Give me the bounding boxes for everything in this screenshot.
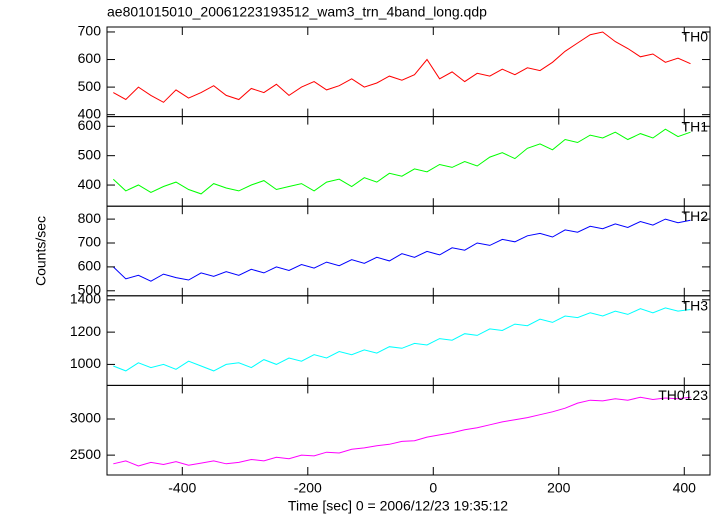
y-tick-label: 2500	[70, 446, 101, 462]
y-tick-label: 600	[78, 117, 102, 133]
y-tick-label: 500	[78, 78, 102, 94]
y-tick-label: 500	[78, 146, 102, 162]
x-axis-label: Time [sec] 0 = 2006/12/23 19:35:12	[288, 498, 508, 514]
y-tick-label: 1200	[70, 323, 101, 339]
chart-title: ae801015010_20061223193512_wam3_trn_4ban…	[107, 4, 487, 20]
series-label: TH0	[682, 29, 709, 45]
y-tick-label: 400	[78, 105, 102, 121]
y-tick-label: 600	[78, 258, 102, 274]
y-tick-label: 3000	[70, 410, 101, 426]
series-label: TH1	[682, 118, 709, 134]
x-tick-label: -400	[168, 480, 196, 496]
y-axis-label: Counts/sec	[33, 216, 49, 286]
y-tick-label: 700	[78, 234, 102, 250]
x-tick-label: 200	[547, 480, 571, 496]
series-label: TH3	[682, 298, 709, 314]
y-tick-label: 1000	[70, 355, 101, 371]
x-tick-label: 400	[673, 480, 697, 496]
panel-frame	[106, 26, 711, 118]
light-curve	[112, 128, 691, 195]
x-tick-label: -200	[294, 480, 322, 496]
light-curve	[113, 307, 691, 372]
y-tick-label: 400	[78, 176, 102, 192]
series-label: TH0123	[658, 387, 708, 403]
y-tick-label: 600	[78, 50, 102, 66]
y-tick-label: 700	[78, 23, 102, 39]
y-tick-label: 1400	[70, 291, 101, 307]
x-tick-label: 0	[429, 480, 437, 496]
series-label: TH2	[682, 208, 709, 224]
light-curve	[113, 396, 691, 467]
y-tick-label: 800	[78, 210, 102, 226]
light-curve	[113, 31, 691, 103]
panel-frame	[106, 384, 711, 476]
panel-frame	[106, 295, 711, 386]
panel-frame	[106, 205, 711, 297]
light-curve	[112, 218, 691, 282]
y-tick-label: 500	[78, 281, 102, 297]
